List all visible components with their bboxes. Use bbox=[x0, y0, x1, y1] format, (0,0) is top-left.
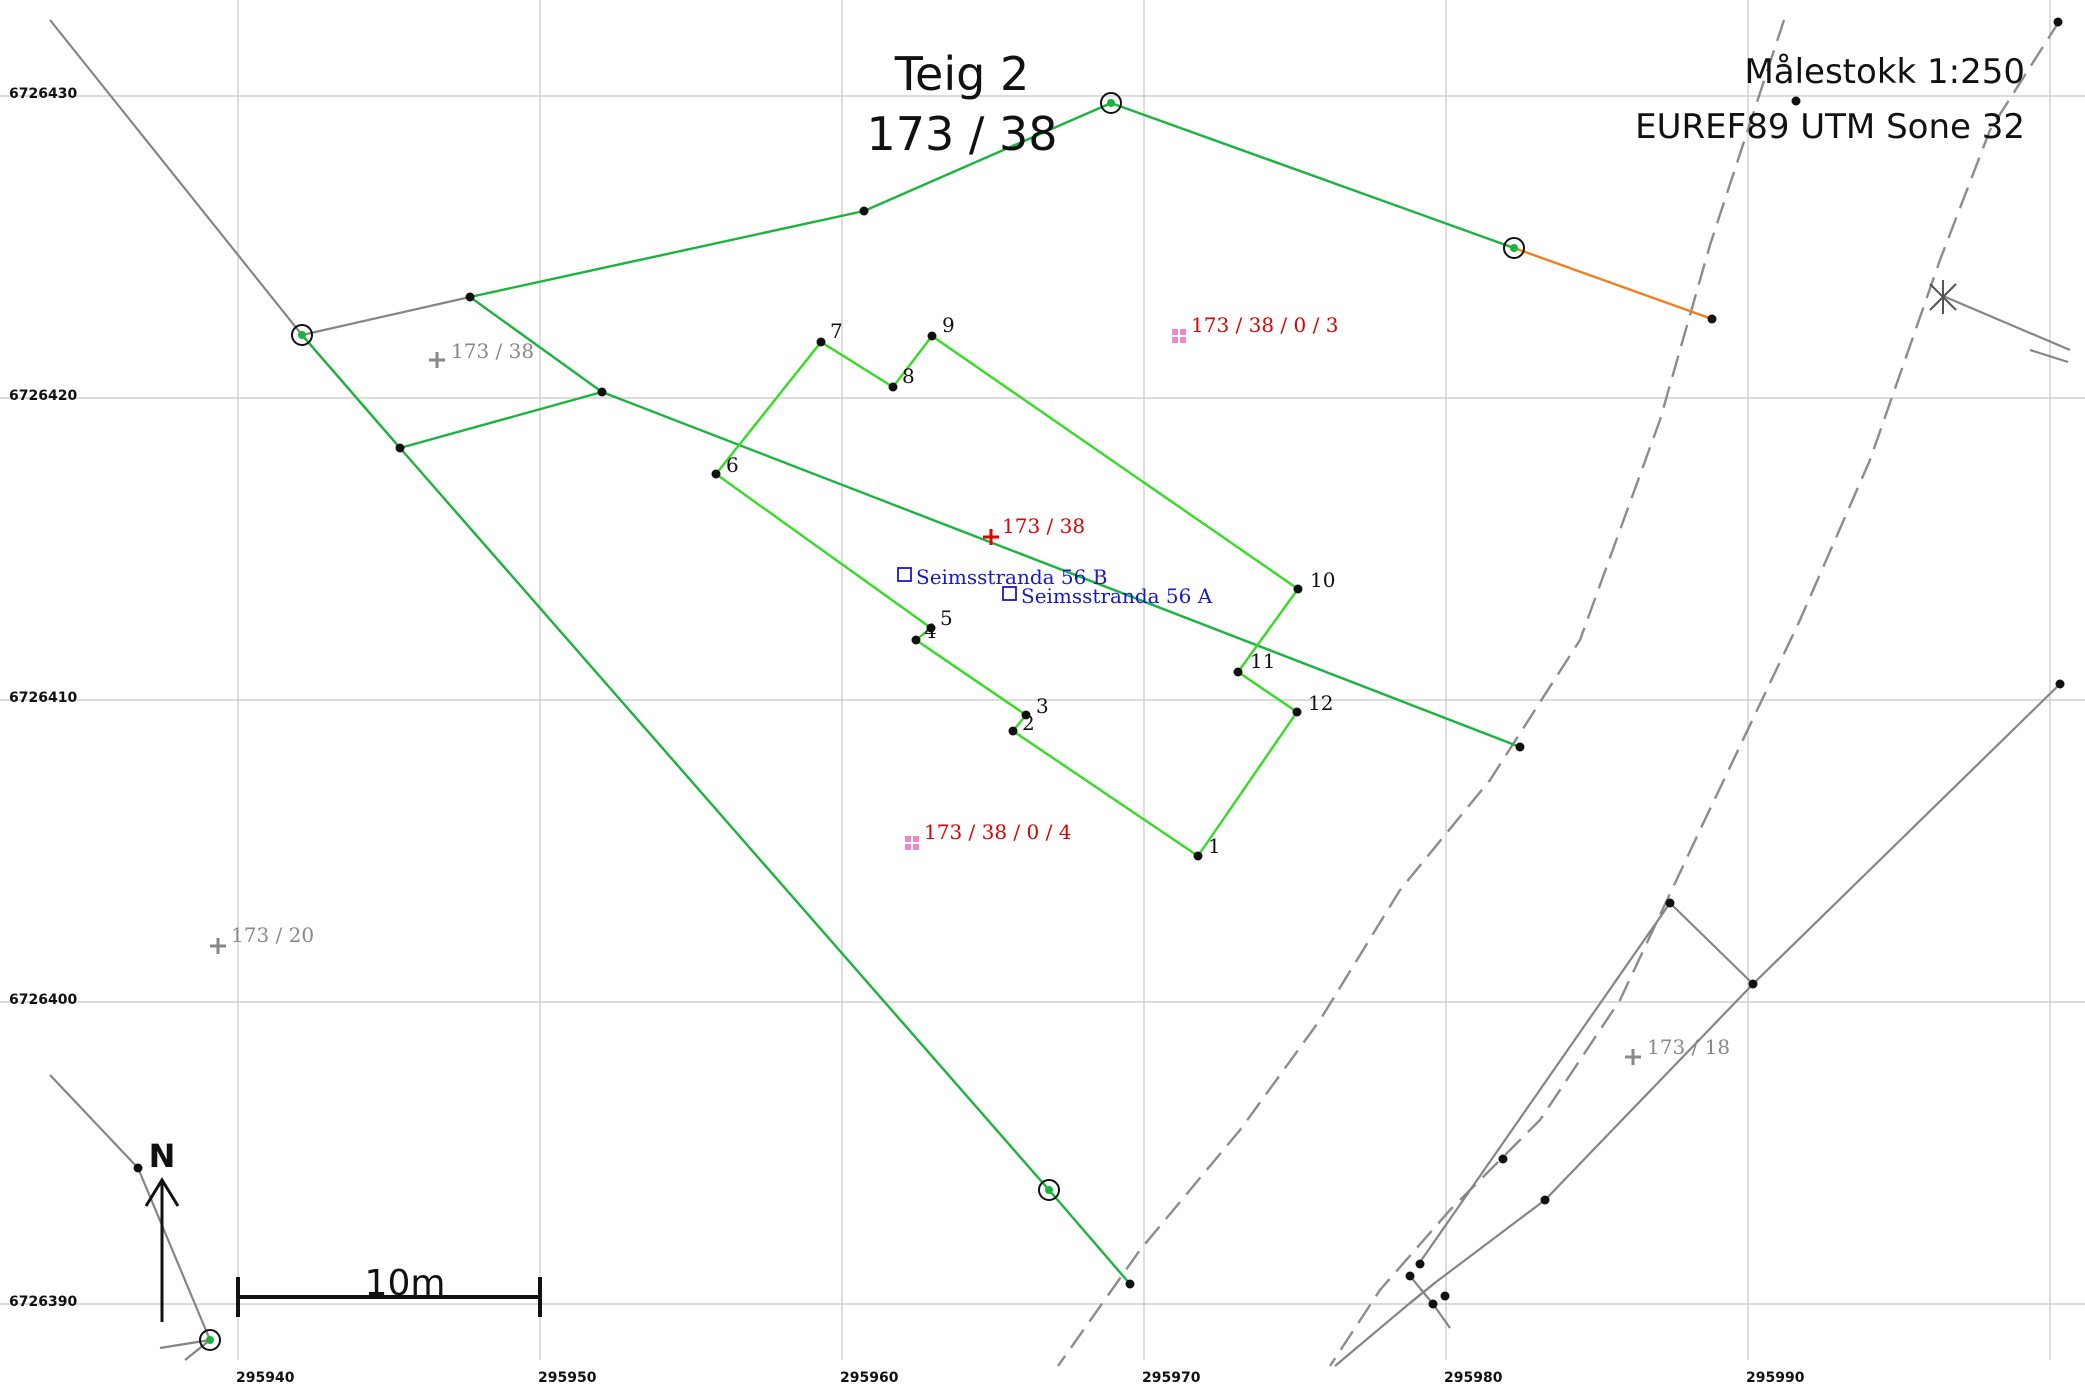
point-number-10: 10 bbox=[1310, 568, 1335, 592]
parcel-label-sub3: 173 / 38 / 0 / 3 bbox=[1172, 313, 1338, 343]
point-numbers: 1 2 3 4 5 6 7 8 9 10 11 12 bbox=[726, 313, 1335, 858]
grid-x-label: 295960 bbox=[840, 1370, 899, 1386]
north-arrow-icon bbox=[144, 1177, 180, 1322]
parcel-label-grey-173-18: 173 / 18 bbox=[1625, 1035, 1730, 1065]
north-arrow-label: N bbox=[149, 1137, 176, 1175]
point-number-11: 11 bbox=[1250, 649, 1275, 673]
dashed-lines bbox=[1057, 19, 2062, 1367]
grid-x-labels: 295940 295950 295960 295970 295980 29599… bbox=[236, 1370, 1805, 1386]
boundary-markers bbox=[199, 92, 1525, 1351]
grid-y-label: 6726430 bbox=[9, 86, 77, 102]
cross-marker bbox=[1929, 280, 1957, 314]
parcel-label-main: 173 / 38 bbox=[983, 514, 1085, 545]
point-number-7: 7 bbox=[830, 319, 843, 343]
parcel-boundary bbox=[301, 101, 1521, 1285]
parcel-label-grey-173-20: 173 / 20 bbox=[210, 923, 314, 954]
parcel-label-grey-173-38: 173 / 38 bbox=[429, 339, 534, 368]
vertex-points bbox=[133, 17, 2065, 1309]
scale-bar bbox=[236, 1277, 542, 1317]
point-number-4: 4 bbox=[924, 619, 937, 643]
grey-lines bbox=[49, 19, 2071, 1367]
parcel-label-text: 173 / 18 bbox=[1647, 1035, 1730, 1059]
parcel-label-text: 173 / 38 / 0 / 4 bbox=[924, 820, 1071, 844]
parcel-label-text: 173 / 38 bbox=[451, 339, 534, 363]
grid-x-label: 295990 bbox=[1746, 1370, 1805, 1386]
scale-ratio-text: Målestokk 1:250 bbox=[1744, 52, 2025, 92]
scale-bar-label: 10m bbox=[365, 1263, 446, 1304]
map-title: Teig 2 bbox=[894, 47, 1029, 101]
point-number-6: 6 bbox=[726, 453, 739, 477]
point-number-2: 2 bbox=[1022, 711, 1035, 735]
point-number-12: 12 bbox=[1308, 691, 1333, 715]
grid-x-label: 295980 bbox=[1444, 1370, 1503, 1386]
grid-y-label: 6726390 bbox=[9, 1294, 77, 1310]
crs-text: EUREF89 UTM Sone 32 bbox=[1635, 107, 2025, 147]
point-number-8: 8 bbox=[902, 364, 915, 388]
parcel-label-sub4: 173 / 38 / 0 / 4 bbox=[905, 820, 1071, 850]
orange-boundary-segment bbox=[1513, 246, 1713, 321]
point-number-5: 5 bbox=[940, 606, 953, 630]
grid-x-label: 295940 bbox=[236, 1370, 295, 1386]
grid-x-label: 295950 bbox=[538, 1370, 597, 1386]
grid-y-label: 6726400 bbox=[9, 992, 77, 1008]
grid-y-labels: 6726430 6726420 6726410 6726400 6726390 bbox=[9, 86, 77, 1310]
parcel-label-text: 173 / 20 bbox=[231, 923, 314, 947]
address-text: Seimsstranda 56 A bbox=[1021, 584, 1213, 608]
point-number-3: 3 bbox=[1036, 694, 1049, 718]
point-number-9: 9 bbox=[942, 313, 955, 337]
grid-y-label: 6726410 bbox=[9, 690, 77, 706]
address-label-a: Seimsstranda 56 A bbox=[1002, 584, 1213, 608]
point-number-1: 1 bbox=[1208, 834, 1221, 858]
grid-y-label: 6726420 bbox=[9, 388, 77, 404]
parcel-label-text: 173 / 38 / 0 / 3 bbox=[1191, 313, 1338, 337]
parcel-label-text: 173 / 38 bbox=[1002, 514, 1085, 538]
address-label-b: Seimsstranda 56 B bbox=[897, 565, 1107, 589]
address-text: Seimsstranda 56 B bbox=[916, 565, 1107, 589]
map-subtitle: 173 / 38 bbox=[866, 107, 1057, 161]
grid-x-label: 295970 bbox=[1142, 1370, 1201, 1386]
